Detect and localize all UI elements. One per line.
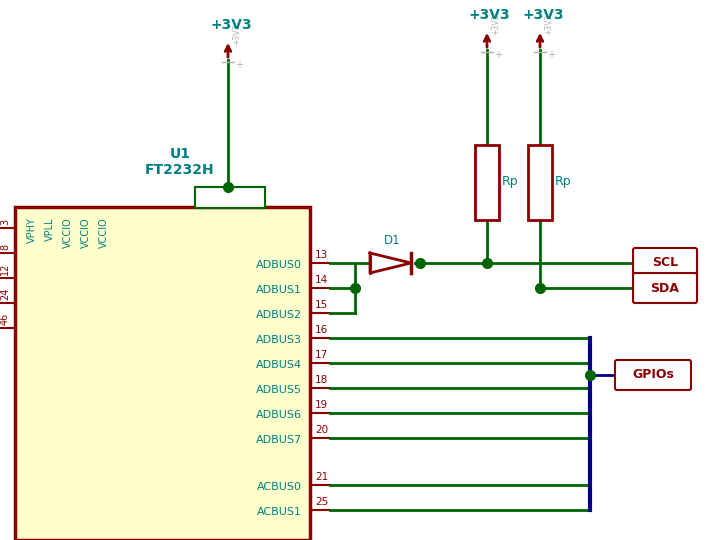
FancyBboxPatch shape [615,360,691,390]
Text: ADBUS4: ADBUS4 [256,360,302,370]
Text: D1: D1 [384,234,400,247]
Text: U1: U1 [169,147,190,161]
Text: ACBUS1: ACBUS1 [257,507,302,517]
Text: 24: 24 [0,288,10,300]
Text: ADBUS3: ADBUS3 [256,335,302,345]
Text: +: + [547,50,555,60]
Text: +3V3: +3V3 [232,24,241,45]
Text: +3V3: +3V3 [469,8,510,22]
Text: ADBUS7: ADBUS7 [256,435,302,445]
Text: ADBUS5: ADBUS5 [256,385,302,395]
Text: +3V3: +3V3 [491,14,500,35]
Text: VCCIO: VCCIO [81,217,91,248]
Text: ADBUS1: ADBUS1 [256,285,302,295]
Bar [195,187,265,208]
Text: SDA: SDA [651,281,680,294]
Text: VCCIO: VCCIO [63,217,73,248]
FancyBboxPatch shape [633,248,697,278]
Text: Rp: Rp [555,176,571,188]
Text: ADBUS2: ADBUS2 [256,310,302,320]
Text: 8: 8 [0,244,10,250]
Text: +: + [235,60,243,70]
Text: GPIOs: GPIOs [632,368,674,381]
Text: 15: 15 [315,300,329,310]
Text: 13: 13 [315,250,329,260]
Bar [475,145,499,220]
Text: 17: 17 [315,350,329,360]
Text: ADBUS0: ADBUS0 [256,260,302,270]
Text: +3V3: +3V3 [544,14,553,35]
Text: 14: 14 [315,275,329,285]
FancyBboxPatch shape [633,273,697,303]
Text: 46: 46 [0,313,10,325]
Text: SCL: SCL [652,256,678,269]
Text: FT2232H: FT2232H [145,163,215,177]
Bar [528,145,552,220]
Text: +: + [494,50,502,60]
Text: 18: 18 [315,375,329,385]
Text: +3V3: +3V3 [210,18,251,32]
Text: Rp: Rp [502,176,519,188]
Text: VPLL: VPLL [45,217,55,241]
Bar [15,207,310,540]
Text: 25: 25 [315,497,329,507]
Text: ADBUS6: ADBUS6 [256,410,302,420]
Text: 19: 19 [315,400,329,410]
Text: ACBUS0: ACBUS0 [257,482,302,492]
Text: VCCIO: VCCIO [99,217,109,248]
Text: 3: 3 [0,219,10,225]
Text: 20: 20 [315,425,328,435]
Text: VPHY: VPHY [27,217,37,243]
Text: 12: 12 [0,262,10,275]
Text: 16: 16 [315,325,329,335]
Text: 21: 21 [315,472,329,482]
Text: +3V3: +3V3 [522,8,564,22]
